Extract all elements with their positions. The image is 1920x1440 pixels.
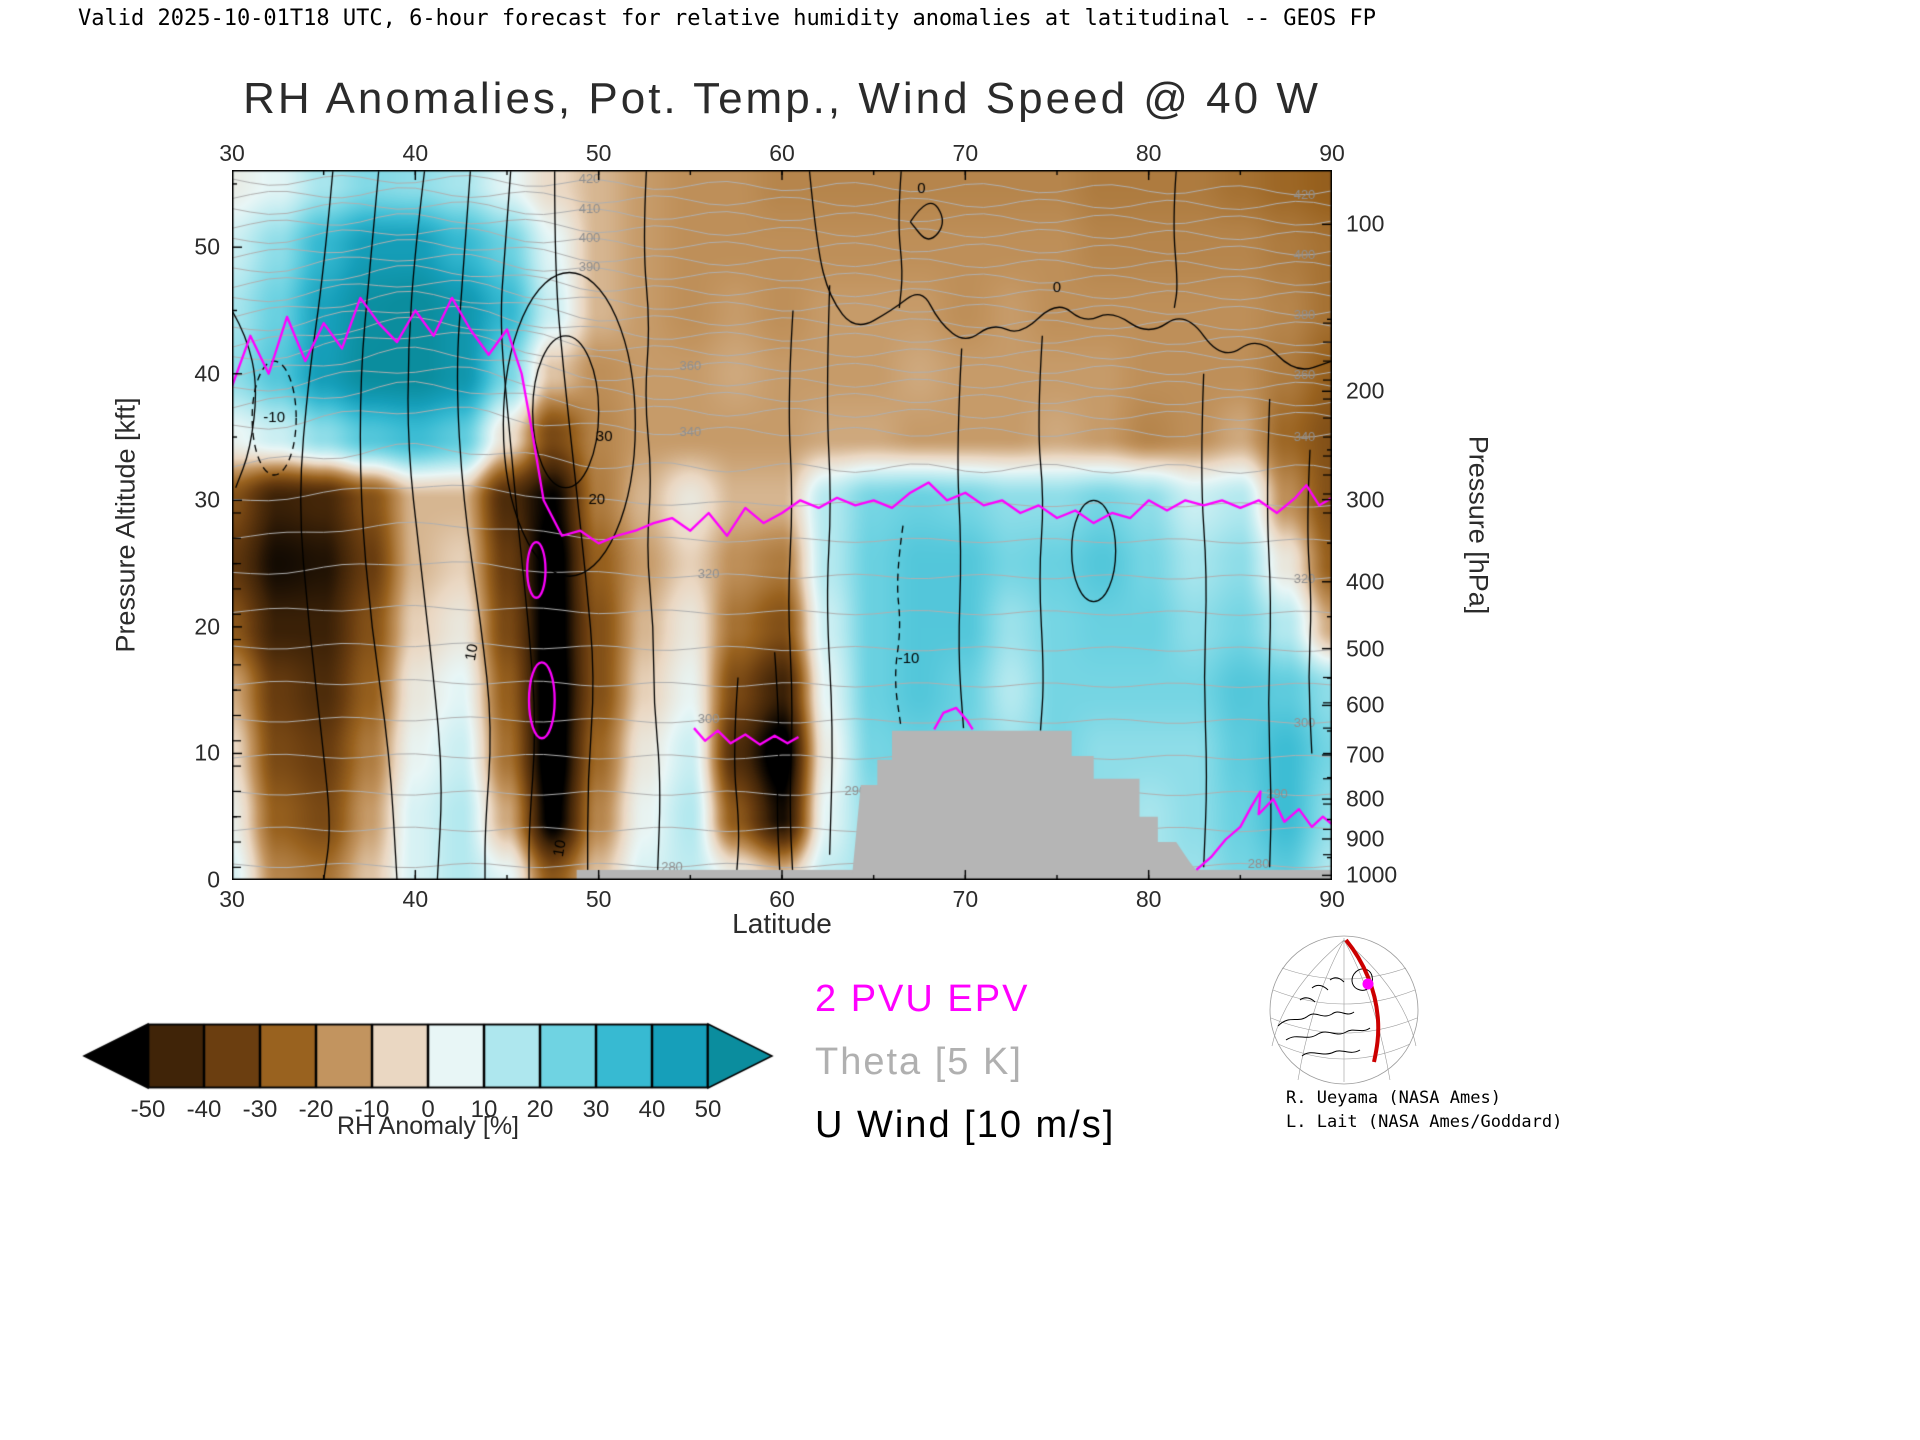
y-left-tick-label: 40	[194, 360, 220, 387]
chart-title: RH Anomalies, Pot. Temp., Wind Speed @ 4…	[243, 74, 1321, 123]
y-right-tick-label: 600	[1346, 691, 1385, 718]
y-right-tick-label: 400	[1346, 568, 1385, 595]
cross-section-location-dot	[1362, 978, 1374, 990]
colorbar-tick-label: -30	[242, 1096, 278, 1123]
colorbar-tick-label: 40	[638, 1096, 666, 1123]
y-left-tick-label: 50	[194, 233, 220, 260]
colorbar-tick-label: 30	[582, 1096, 610, 1123]
colorbar-tick-label: 0	[421, 1096, 435, 1123]
colorbar-label: RH Anomaly [%]	[336, 1112, 519, 1140]
y-right-tick-label: 300	[1346, 486, 1385, 513]
y-left-tick-label: 30	[194, 486, 220, 513]
rh-anomaly-colorbar	[80, 1020, 780, 1092]
y-right-tick-label: 500	[1346, 635, 1385, 662]
overlay-legend: 2 PVU EPV Theta [5 K] U Wind [10 m/s]	[815, 978, 1115, 1167]
x-tick-label-top: 50	[585, 140, 612, 166]
x-tick-label-top: 60	[769, 140, 795, 166]
meridian-40w-line	[1344, 938, 1381, 1063]
y-right-tick-label: 1000	[1346, 861, 1398, 888]
y-left-tick-label: 0	[207, 866, 220, 893]
globe-graticule	[1270, 938, 1418, 1082]
colorbar-tick-label: -20	[298, 1096, 334, 1123]
colorbar-tick-label: 50	[694, 1096, 722, 1123]
y-axis-label-left: Pressure Altitude [kft]	[110, 397, 141, 653]
y-right-tick-label: 100	[1346, 210, 1385, 237]
inset-globe-map	[1269, 935, 1419, 1085]
y-left-tick-label: 10	[194, 739, 220, 766]
x-tick-label-top: 70	[952, 140, 979, 166]
y-right-tick-label: 700	[1346, 741, 1385, 768]
colorbar-tick-label: -50	[130, 1096, 166, 1123]
y-right-tick-label: 800	[1346, 785, 1385, 812]
credit-line: L. Lait (NASA Ames/Goddard)	[1286, 1112, 1563, 1132]
legend-theta-contour: Theta [5 K]	[815, 1041, 1023, 1083]
x-tick-label-top: 80	[1135, 140, 1162, 166]
x-tick-label-top: 90	[1319, 140, 1345, 166]
credits-block: R. Ueyama (NASA Ames) L. Lait (NASA Ames…	[1286, 1086, 1562, 1134]
valid-timestamp-line: Valid 2025-10-01T18 UTC, 6-hour forecast…	[78, 6, 1377, 31]
colorbar-tick-label: 20	[526, 1096, 554, 1123]
y-left-tick-label: 20	[194, 613, 220, 640]
colorbar-tick-label: -10	[354, 1096, 390, 1123]
y-right-tick-label: 900	[1346, 825, 1385, 852]
legend-uwind-contour: U Wind [10 m/s]	[815, 1104, 1116, 1146]
credit-line: R. Ueyama (NASA Ames)	[1286, 1088, 1501, 1108]
globe-coastlines	[1277, 968, 1373, 1057]
x-tick-label-top: 30	[219, 140, 245, 166]
x-axis-label: Latitude	[732, 908, 832, 939]
globe-outline	[1269, 935, 1419, 1085]
rh-anomaly-cross-section-plot	[232, 170, 1332, 880]
y-right-tick-label: 200	[1346, 377, 1385, 404]
x-tick-label-top: 40	[402, 140, 429, 166]
y-axis-label-right: Pressure [hPa]	[1463, 435, 1494, 615]
colorbar-tick-label: -40	[186, 1096, 222, 1123]
colorbar-tick-label: 10	[470, 1096, 498, 1123]
legend-epv-contour: 2 PVU EPV	[815, 978, 1030, 1020]
